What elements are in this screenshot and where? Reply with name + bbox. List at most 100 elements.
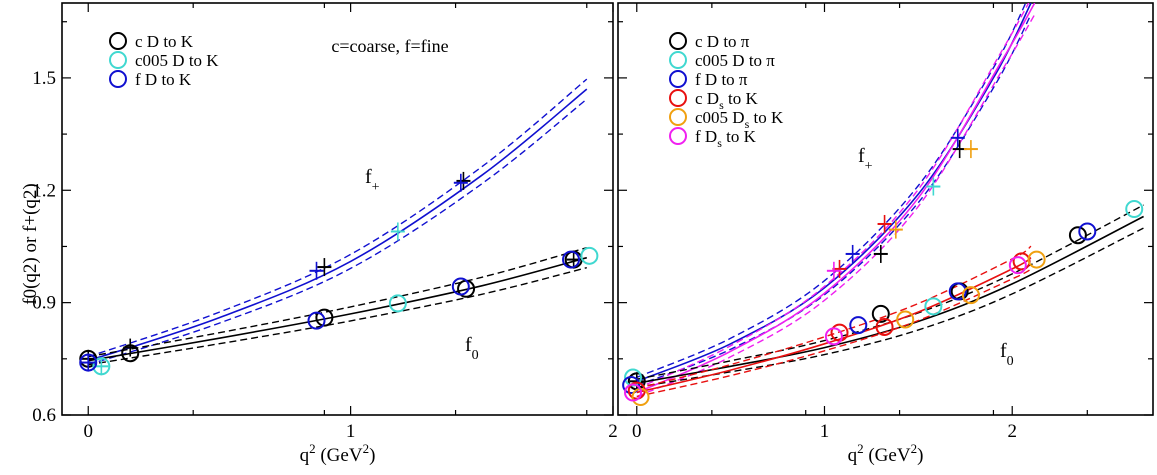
y-tick-label: 1.5 <box>32 68 56 89</box>
f0-data-point <box>388 294 407 313</box>
legend-label: f D to K <box>135 70 192 89</box>
fplus-annotation-sub: + <box>372 180 380 195</box>
y-tick-label: 1.2 <box>32 180 56 201</box>
f0-annotation-f: f <box>465 334 472 356</box>
f0-data-point <box>624 383 643 402</box>
fit-error-lower <box>636 268 1032 398</box>
legend-label-sub: s <box>745 117 750 131</box>
y-tick-label: 0.9 <box>32 293 56 314</box>
f0-data-point <box>849 316 868 335</box>
legend-label-main: c D to π <box>695 32 750 51</box>
x-axis-label-sup: 2 <box>911 441 918 456</box>
legend-label-sub: s <box>719 98 724 112</box>
x-axis-label-close: ) <box>369 445 375 466</box>
f0-data-point <box>624 368 643 387</box>
f0-data-point <box>622 376 641 395</box>
f0-data-point <box>315 308 334 327</box>
x-tick-label: 0 <box>83 421 93 442</box>
legend-marker <box>669 108 687 126</box>
fit-bands <box>87 78 588 366</box>
legend-label-rest: to K <box>749 108 784 127</box>
legend-label: c D to π <box>695 32 750 51</box>
legend-label-sub: s <box>717 136 722 150</box>
legend-label-main: c005 D to K <box>135 51 219 70</box>
x-tick-label: 2 <box>1007 421 1017 442</box>
legend-marker <box>109 51 127 69</box>
legend-label: c005 D to π <box>695 51 775 70</box>
fit-central-line <box>88 256 588 362</box>
f0-data-point <box>1078 222 1097 241</box>
fit-central-line <box>87 88 588 362</box>
f0-annotation: f0 <box>1000 340 1014 369</box>
f0-data-point <box>451 277 470 296</box>
f0-data-point <box>1008 256 1027 275</box>
f0-annotation-f: f <box>1000 340 1007 362</box>
legend-label-main: f D to π <box>695 70 748 89</box>
fplus-annotation-f: f <box>858 145 865 167</box>
data-points <box>79 171 599 376</box>
fit-error-lower <box>636 227 1144 388</box>
fit-central-line <box>636 215 1144 384</box>
legend-label-main: c005 D to π <box>695 51 775 70</box>
data-points <box>622 128 1144 407</box>
f0-annotation-sub: 0 <box>1007 354 1014 369</box>
fit-error-lower <box>87 98 588 366</box>
fplus-annotation: f+ <box>858 145 873 174</box>
x-axis-label-sup: 2 <box>857 441 864 456</box>
legend-marker <box>669 89 687 107</box>
fit-error-upper <box>636 3 1027 378</box>
legend-label-main: c D to K <box>135 32 194 51</box>
legend-marker <box>109 32 127 50</box>
fit-error-upper <box>87 78 588 358</box>
f0-data-point <box>562 250 581 269</box>
fit-error-lower <box>636 14 1032 386</box>
legend-label: c005 D to K <box>135 51 219 70</box>
plot-frame <box>617 2 1154 416</box>
f0-data-point <box>1125 200 1144 218</box>
x-axis-label-unit: (GeV <box>864 445 911 466</box>
legend-label: f D to π <box>695 70 748 89</box>
legend-label-rest: to K <box>722 127 757 146</box>
x-tick-label: 2 <box>608 421 618 442</box>
fplus-annotation-sub: + <box>865 159 873 174</box>
x-axis-label: q2 (GeV2) <box>848 441 924 466</box>
legend-marker <box>669 32 687 50</box>
coarse-fine-note: c=coarse, f=fine <box>331 36 448 56</box>
f0-data-point <box>961 286 980 305</box>
fit-central-line <box>636 257 1032 394</box>
x-axis-label-close: ) <box>917 445 923 466</box>
fit-error-lower <box>88 267 587 366</box>
f0-data-point <box>924 297 943 316</box>
x-axis-label-q: q <box>300 445 310 466</box>
y-tick-label: 0.6 <box>32 405 56 426</box>
f0-data-point <box>871 304 890 323</box>
f0-data-point <box>307 311 326 330</box>
x-tick-label: 0 <box>632 421 642 442</box>
fplus-annotation: f+ <box>365 166 380 195</box>
f0-data-point <box>1068 226 1087 245</box>
x-axis-label-unit: (GeV <box>316 445 363 466</box>
x-tick-label: 1 <box>820 421 830 442</box>
f0-data-point <box>896 310 915 329</box>
legend-marker <box>669 51 687 69</box>
legend-label-main: c005 D <box>695 108 745 127</box>
x-axis-label-q: q <box>848 445 858 466</box>
fit-error-upper <box>88 247 587 358</box>
fit-error-upper <box>636 3 1030 390</box>
legend-label-main: f D <box>695 127 717 146</box>
legend-label: f Ds to K <box>695 127 757 150</box>
x-axis-label-sup: 2 <box>363 441 370 456</box>
f0-annotation: f0 <box>465 334 479 363</box>
legend-marker <box>669 127 687 145</box>
f0-data-point <box>875 317 894 336</box>
f0-data-point <box>1027 250 1046 269</box>
fit-bands <box>636 3 1144 398</box>
legend-label: c D to K <box>135 32 194 51</box>
legend-label-main: f D to K <box>135 70 192 89</box>
f0-data-point <box>824 327 843 346</box>
legend-marker <box>109 70 127 88</box>
